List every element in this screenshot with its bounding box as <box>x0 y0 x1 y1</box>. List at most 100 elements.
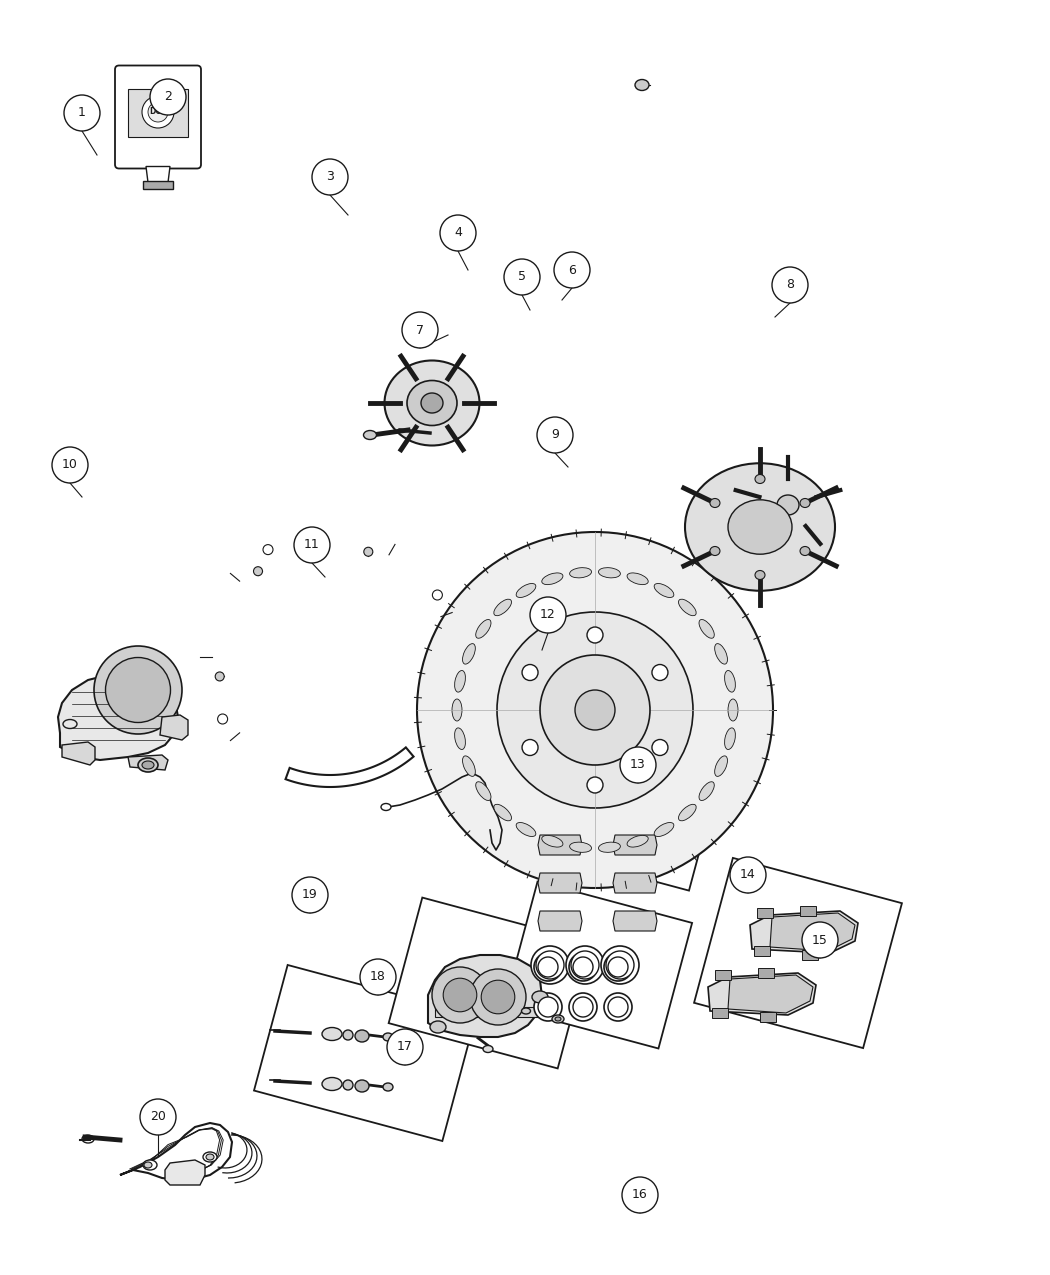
Text: 20: 20 <box>150 1111 166 1123</box>
Ellipse shape <box>715 644 728 664</box>
Circle shape <box>402 312 438 348</box>
Ellipse shape <box>710 499 720 507</box>
Ellipse shape <box>383 1033 393 1040</box>
Circle shape <box>622 1177 658 1213</box>
Ellipse shape <box>517 822 536 836</box>
Circle shape <box>140 1099 176 1135</box>
Polygon shape <box>694 858 902 1048</box>
Ellipse shape <box>381 803 391 811</box>
Ellipse shape <box>635 79 649 91</box>
Circle shape <box>52 448 88 483</box>
Text: 18: 18 <box>370 970 386 983</box>
Ellipse shape <box>569 993 597 1021</box>
Polygon shape <box>388 898 591 1068</box>
Polygon shape <box>754 946 770 956</box>
Ellipse shape <box>94 646 182 734</box>
Polygon shape <box>758 968 774 978</box>
Ellipse shape <box>538 958 558 977</box>
Ellipse shape <box>522 740 538 756</box>
Ellipse shape <box>455 671 465 692</box>
Polygon shape <box>62 742 94 765</box>
Ellipse shape <box>476 782 491 801</box>
Text: 9: 9 <box>551 428 559 441</box>
Polygon shape <box>613 835 657 856</box>
Ellipse shape <box>432 966 488 1023</box>
Circle shape <box>64 96 100 131</box>
Ellipse shape <box>724 671 735 692</box>
Polygon shape <box>800 907 816 915</box>
Ellipse shape <box>142 761 154 769</box>
Ellipse shape <box>476 620 491 639</box>
Circle shape <box>497 612 693 808</box>
Text: 12: 12 <box>540 608 555 621</box>
Ellipse shape <box>355 1030 369 1042</box>
Ellipse shape <box>384 361 480 445</box>
Text: 19: 19 <box>302 889 318 901</box>
Ellipse shape <box>606 951 634 979</box>
Polygon shape <box>538 873 582 892</box>
Circle shape <box>294 527 330 564</box>
Ellipse shape <box>587 627 603 643</box>
Text: 8: 8 <box>786 278 794 292</box>
Circle shape <box>802 922 838 958</box>
Ellipse shape <box>652 664 668 681</box>
Ellipse shape <box>627 835 648 847</box>
Polygon shape <box>757 908 773 918</box>
Ellipse shape <box>678 599 696 616</box>
Ellipse shape <box>573 997 593 1017</box>
Text: DOT: DOT <box>149 107 167 116</box>
Text: 6: 6 <box>568 264 576 277</box>
Polygon shape <box>520 729 720 891</box>
Text: 4: 4 <box>454 227 462 240</box>
Ellipse shape <box>363 431 377 440</box>
Ellipse shape <box>598 843 621 853</box>
Text: 16: 16 <box>632 1188 648 1201</box>
Ellipse shape <box>566 946 604 984</box>
Ellipse shape <box>573 958 593 977</box>
Ellipse shape <box>531 946 569 984</box>
Ellipse shape <box>536 951 564 979</box>
Circle shape <box>772 266 808 303</box>
Ellipse shape <box>538 997 558 1017</box>
Text: 11: 11 <box>304 538 320 552</box>
Polygon shape <box>712 1009 728 1017</box>
Ellipse shape <box>433 590 442 601</box>
Polygon shape <box>254 965 476 1141</box>
Polygon shape <box>715 970 731 980</box>
Circle shape <box>540 655 650 765</box>
Ellipse shape <box>571 951 598 979</box>
Circle shape <box>504 259 540 295</box>
Circle shape <box>620 747 656 783</box>
Ellipse shape <box>144 1162 152 1168</box>
Ellipse shape <box>604 952 632 980</box>
Polygon shape <box>160 715 188 740</box>
Ellipse shape <box>569 952 597 980</box>
Ellipse shape <box>604 993 632 1021</box>
Polygon shape <box>286 747 414 787</box>
Ellipse shape <box>678 805 696 821</box>
Text: 10: 10 <box>62 459 78 472</box>
Polygon shape <box>128 755 168 770</box>
Ellipse shape <box>355 1080 369 1091</box>
Ellipse shape <box>627 572 648 585</box>
Ellipse shape <box>363 547 373 556</box>
Ellipse shape <box>481 980 514 1014</box>
Circle shape <box>537 417 573 453</box>
Ellipse shape <box>800 499 810 507</box>
Ellipse shape <box>322 1028 342 1040</box>
Ellipse shape <box>452 699 462 720</box>
Circle shape <box>360 959 396 994</box>
Ellipse shape <box>728 500 792 555</box>
Circle shape <box>575 690 615 731</box>
Polygon shape <box>708 973 816 1015</box>
Ellipse shape <box>569 843 591 853</box>
Polygon shape <box>128 89 188 136</box>
FancyBboxPatch shape <box>116 65 201 168</box>
Ellipse shape <box>777 495 799 515</box>
Polygon shape <box>802 950 818 960</box>
Circle shape <box>554 252 590 288</box>
Ellipse shape <box>148 102 168 122</box>
Circle shape <box>730 857 766 892</box>
Polygon shape <box>143 181 173 189</box>
Polygon shape <box>428 955 542 1037</box>
